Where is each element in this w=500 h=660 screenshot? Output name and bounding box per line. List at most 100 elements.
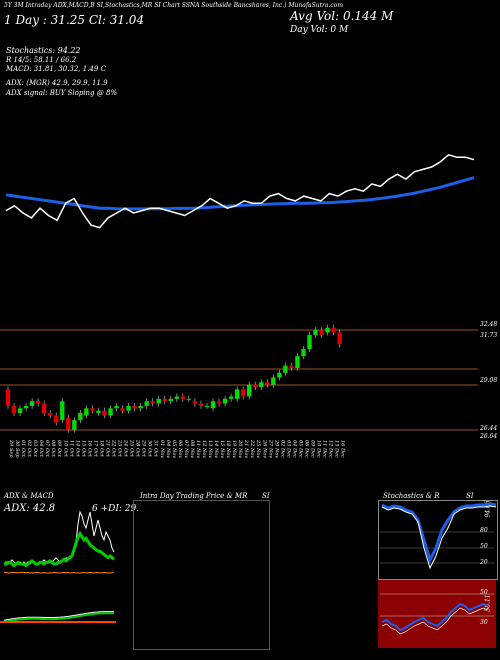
date-label: 26 Nov xyxy=(261,439,267,458)
date-label: 13 Nov xyxy=(207,440,213,458)
date-label: 17 Oct xyxy=(92,440,98,458)
date-label: 04 Nov xyxy=(165,440,171,458)
date-label: 11 Dec xyxy=(322,440,328,458)
candle xyxy=(102,410,107,416)
candle xyxy=(5,389,11,406)
stochastics-readout: Stochastics: 94.22 xyxy=(6,46,81,55)
candle xyxy=(72,420,77,430)
stoch-axis-80: 80 xyxy=(480,527,488,534)
date-label: 03 Oct xyxy=(32,440,38,458)
date-label: 14 Oct xyxy=(74,440,80,458)
adx-value: ADX: 42.8 xyxy=(4,503,56,514)
date-label: 22 Nov xyxy=(249,439,255,458)
candle xyxy=(210,401,216,409)
date-label: 25 Nov xyxy=(255,439,261,458)
date-label: 15 Oct xyxy=(80,440,86,458)
date-label: 31 Oct xyxy=(153,440,159,458)
header-top-row: 5Y 3M Intraday ADX,MACD,B SI,Stochastics… xyxy=(4,2,344,9)
date-label: 20 Nov xyxy=(237,439,243,458)
date-label: 16 Dec xyxy=(340,440,346,458)
axis-label-2: 31.73 xyxy=(480,332,498,339)
rsi-white-line xyxy=(381,607,488,635)
adx-panel-title: ADX & MACD xyxy=(4,492,54,500)
candle xyxy=(60,401,65,421)
date-label: 02 Dec xyxy=(279,440,285,458)
candle xyxy=(108,408,113,416)
candle xyxy=(204,405,210,407)
candle xyxy=(126,405,131,411)
rsi-axis-50: 50 xyxy=(480,589,488,596)
candle xyxy=(277,372,282,378)
candle xyxy=(337,332,342,345)
header-strip: 1 Day : 31.25 Cl: 31.04 xyxy=(4,14,144,26)
date-label: 30 Sep xyxy=(14,440,20,458)
candle xyxy=(150,401,155,404)
candle xyxy=(78,413,83,421)
date-label: 11 Nov xyxy=(195,440,201,458)
candle xyxy=(222,398,228,404)
stoch-blue-line xyxy=(381,502,497,565)
date-label: 15 Nov xyxy=(219,440,225,458)
intraday-panel xyxy=(133,500,270,650)
date-label: 01 Nov xyxy=(159,440,165,458)
candle xyxy=(48,413,53,416)
candle xyxy=(301,349,306,357)
candle xyxy=(319,330,324,335)
candle xyxy=(325,327,330,333)
candle xyxy=(162,398,167,402)
candle xyxy=(54,415,59,423)
last-price-line: 1 Day : 31.25 Cl: 31.04 xyxy=(4,13,145,27)
candle xyxy=(11,405,17,414)
date-label: 04 Dec xyxy=(291,440,297,458)
candle xyxy=(228,396,234,399)
candle xyxy=(313,330,318,335)
date-label: 29 Sep xyxy=(8,439,14,458)
adx-extra: 6 +DI: 29. xyxy=(92,504,140,514)
date-label: 09 Oct xyxy=(56,440,62,458)
axis-label-4: 26.44 xyxy=(480,425,498,432)
date-label: 01 Oct xyxy=(20,440,26,458)
date-label: 21 Nov xyxy=(243,439,249,458)
candle xyxy=(283,365,288,373)
date-label: 12 Dec xyxy=(328,440,334,458)
candle xyxy=(35,401,41,404)
candle xyxy=(234,389,240,399)
date-label: 18 Oct xyxy=(98,440,104,458)
candle xyxy=(240,389,246,397)
date-label: 05 Dec xyxy=(297,440,303,458)
date-label: 05 Nov xyxy=(171,440,177,458)
candle xyxy=(144,401,149,406)
avg-volume: Avg Vol: 0.144 M xyxy=(290,9,394,23)
candle xyxy=(265,382,270,385)
rsi-panel xyxy=(378,580,496,648)
candle xyxy=(66,417,71,430)
candle xyxy=(138,405,143,409)
adx-white-line xyxy=(3,510,115,565)
date-label: 16 Oct xyxy=(86,440,92,458)
adx-green-line xyxy=(4,530,115,568)
date-label: 03 Dec xyxy=(285,440,291,458)
candle xyxy=(156,398,161,404)
rsi-blue-line xyxy=(381,602,489,632)
date-label: 13 Dec xyxy=(334,440,340,458)
date-label: 28 Oct xyxy=(135,439,141,458)
intra-panel-title: Intra Day Trading Price & MR xyxy=(140,492,248,500)
date-label: 02 Oct xyxy=(26,440,32,458)
candle xyxy=(180,396,186,399)
candle xyxy=(289,365,294,369)
adx-readout: ADX: (MGR) 42.9, 29.9, 11.9 xyxy=(6,79,108,87)
date-label: 21 Oct xyxy=(104,439,110,458)
date-label: 10 Dec xyxy=(316,440,322,458)
candle xyxy=(253,384,258,387)
date-label: 27 Nov xyxy=(267,439,273,458)
macd-green-line xyxy=(3,612,114,623)
date-label: 07 Oct xyxy=(44,440,50,458)
stoch-white-line xyxy=(381,505,497,570)
candle xyxy=(114,405,119,409)
stochastics-panel xyxy=(378,500,498,580)
date-label: 04 Oct xyxy=(38,440,44,458)
candle xyxy=(192,401,198,404)
date-label: 29 Oct xyxy=(141,439,147,458)
date-label: 24 Oct xyxy=(123,439,129,458)
